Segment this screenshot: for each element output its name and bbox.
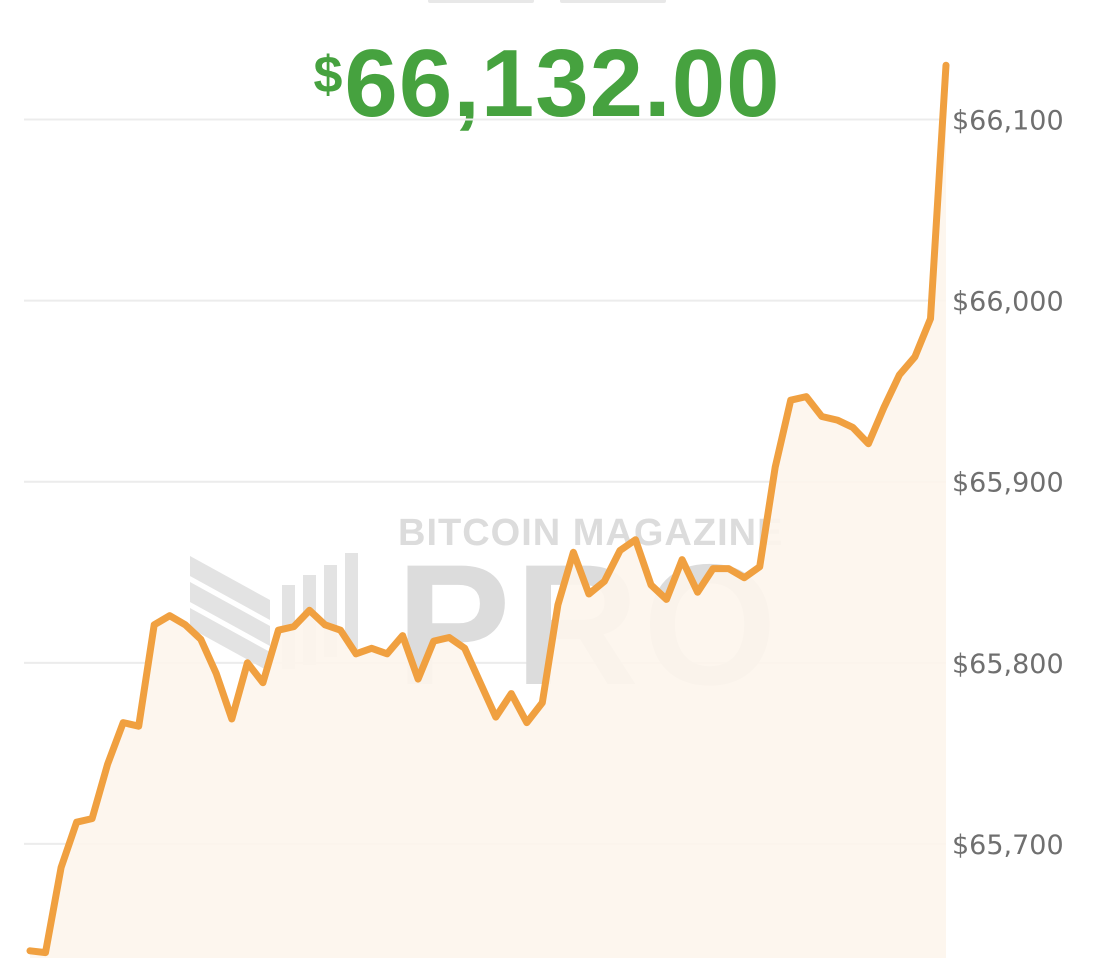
y-tick-label: $65,900	[952, 468, 1064, 499]
timeframe-tab[interactable]	[560, 0, 666, 3]
y-tick-label: $66,100	[952, 106, 1064, 137]
timeframe-tab[interactable]	[428, 0, 534, 3]
currency-symbol: $	[313, 46, 343, 104]
price-value: 66,132.00	[344, 30, 781, 137]
price-series-line	[26, 61, 950, 957]
price-area-fill	[30, 65, 946, 958]
current-price: $66,132.00	[0, 36, 1094, 132]
y-tick-label: $65,800	[952, 649, 1064, 680]
y-axis-ticks: $66,100 $66,000 $65,900 $65,800 $65,700	[952, 106, 1064, 861]
y-tick-label: $66,000	[952, 287, 1064, 318]
watermark-title: BITCOIN MAGAZINE	[398, 512, 783, 554]
y-tick-label: $65,700	[952, 830, 1064, 861]
